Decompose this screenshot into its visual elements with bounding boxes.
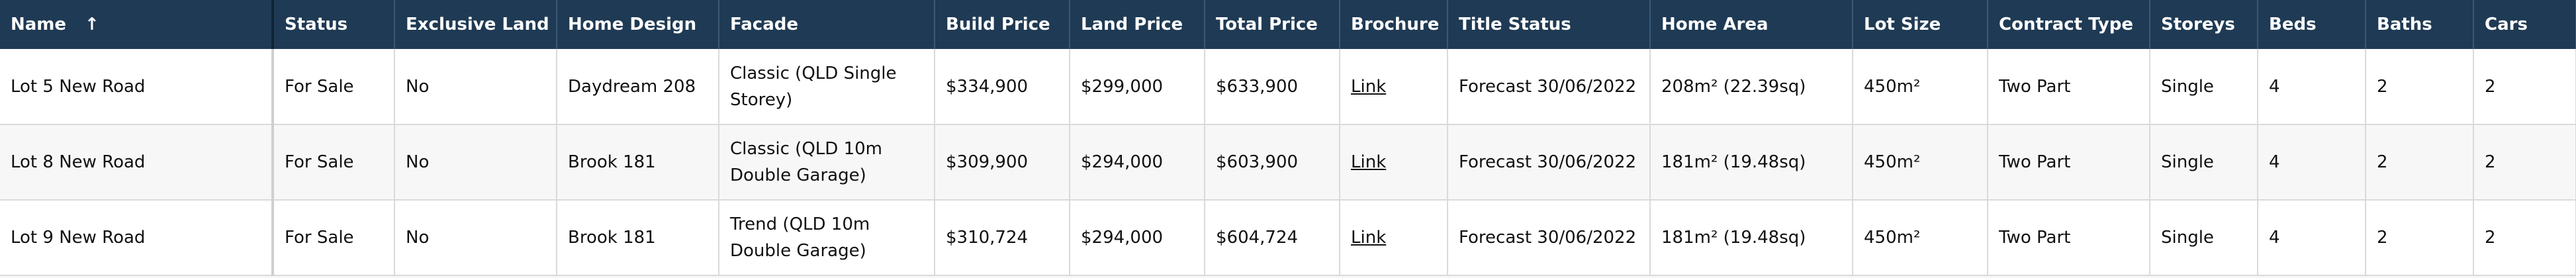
column-header-label: Name bbox=[11, 15, 67, 34]
column-header-contract-type[interactable]: Contract Type bbox=[1988, 0, 2150, 49]
cell-lot-size: 450m² bbox=[1853, 49, 1988, 125]
cell-baths: 2 bbox=[2366, 200, 2474, 276]
cell-home-design: Brook 181 bbox=[557, 124, 719, 201]
column-header-brochure[interactable]: Brochure bbox=[1340, 0, 1448, 49]
cell-total-price: $604,724 bbox=[1205, 200, 1340, 276]
cell-facade: Trend (QLD 10m Double Garage) bbox=[719, 200, 935, 276]
cell-beds: 4 bbox=[2258, 200, 2366, 276]
cell-home-area: 208m² (22.39sq) bbox=[1650, 49, 1853, 125]
brochure-link[interactable]: Link bbox=[1351, 152, 1387, 172]
column-header-facade[interactable]: Facade bbox=[719, 0, 935, 49]
column-header-cars[interactable]: Cars bbox=[2473, 0, 2576, 49]
cell-baths: 2 bbox=[2366, 49, 2474, 125]
cell-total-price: $603,900 bbox=[1205, 124, 1340, 201]
cell-title-status: Forecast 30/06/2022 bbox=[1448, 49, 1651, 125]
cell-lot-size: 450m² bbox=[1853, 124, 1988, 201]
cell-title-status: Forecast 30/06/2022 bbox=[1448, 124, 1651, 201]
column-header-name[interactable]: Name ↑ bbox=[0, 0, 274, 49]
cell-storeys: Single bbox=[2150, 124, 2258, 201]
cell-brochure: Link bbox=[1340, 200, 1448, 276]
cell-home-design: Daydream 208 bbox=[557, 49, 719, 125]
cell-brochure: Link bbox=[1340, 49, 1448, 125]
cell-land-price: $294,000 bbox=[1070, 124, 1205, 201]
cell-exclusive-land: No bbox=[394, 200, 557, 276]
cell-lot-size: 450m² bbox=[1853, 200, 1988, 276]
cell-land-price: $299,000 bbox=[1070, 49, 1205, 125]
cell-title-status: Forecast 30/06/2022 bbox=[1448, 200, 1651, 276]
cell-status: For Sale bbox=[273, 124, 395, 201]
cell-home-design: Brook 181 bbox=[557, 200, 719, 276]
cell-name: Lot 5 New Road bbox=[0, 49, 274, 125]
table-row: Lot 8 New Road For Sale No Brook 181 Cla… bbox=[0, 124, 2576, 201]
brochure-link[interactable]: Link bbox=[1351, 228, 1387, 248]
column-header-build-price[interactable]: Build Price bbox=[935, 0, 1070, 49]
cell-cars: 2 bbox=[2473, 124, 2576, 201]
cell-storeys: Single bbox=[2150, 200, 2258, 276]
cell-build-price: $310,724 bbox=[935, 200, 1070, 276]
table-row: Lot 5 New Road For Sale No Daydream 208 … bbox=[0, 49, 2576, 125]
cell-build-price: $309,900 bbox=[935, 124, 1070, 201]
cell-name: Lot 8 New Road bbox=[0, 124, 274, 201]
column-header-baths[interactable]: Baths bbox=[2366, 0, 2474, 49]
header-row: Name ↑ Status Exclusive Land Home Design … bbox=[0, 0, 2576, 49]
cell-exclusive-land: No bbox=[394, 124, 557, 201]
cell-contract-type: Two Part bbox=[1988, 124, 2150, 201]
cell-facade: Classic (QLD 10m Double Garage) bbox=[719, 124, 935, 201]
cell-storeys: Single bbox=[2150, 49, 2258, 125]
cell-total-price: $633,900 bbox=[1205, 49, 1340, 125]
cell-home-area: 181m² (19.48sq) bbox=[1650, 124, 1853, 201]
column-header-total-price[interactable]: Total Price bbox=[1205, 0, 1340, 49]
cell-facade: Classic (QLD Single Storey) bbox=[719, 49, 935, 125]
cell-contract-type: Two Part bbox=[1988, 200, 2150, 276]
cell-build-price: $334,900 bbox=[935, 49, 1070, 125]
cell-status: For Sale bbox=[273, 49, 395, 125]
cell-home-area: 181m² (19.48sq) bbox=[1650, 200, 1853, 276]
column-header-beds[interactable]: Beds bbox=[2258, 0, 2366, 49]
cell-beds: 4 bbox=[2258, 49, 2366, 125]
column-header-home-area[interactable]: Home Area bbox=[1650, 0, 1853, 49]
cell-brochure: Link bbox=[1340, 124, 1448, 201]
column-header-status[interactable]: Status bbox=[273, 0, 395, 49]
brochure-link[interactable]: Link bbox=[1351, 76, 1387, 97]
cell-name: Lot 9 New Road bbox=[0, 200, 274, 276]
cell-contract-type: Two Part bbox=[1988, 49, 2150, 125]
cell-cars: 2 bbox=[2473, 49, 2576, 125]
cell-beds: 4 bbox=[2258, 124, 2366, 201]
cell-exclusive-land: No bbox=[394, 49, 557, 125]
sort-ascending-icon[interactable]: ↑ bbox=[85, 15, 99, 34]
column-header-storeys[interactable]: Storeys bbox=[2150, 0, 2258, 49]
cell-cars: 2 bbox=[2473, 200, 2576, 276]
column-header-home-design[interactable]: Home Design bbox=[557, 0, 719, 49]
cell-baths: 2 bbox=[2366, 124, 2474, 201]
table-row: Lot 9 New Road For Sale No Brook 181 Tre… bbox=[0, 200, 2576, 276]
column-header-land-price[interactable]: Land Price bbox=[1070, 0, 1205, 49]
cell-land-price: $294,000 bbox=[1070, 200, 1205, 276]
column-header-exclusive-land[interactable]: Exclusive Land bbox=[394, 0, 557, 49]
cell-status: For Sale bbox=[273, 200, 395, 276]
column-header-lot-size[interactable]: Lot Size bbox=[1853, 0, 1988, 49]
column-header-title-status[interactable]: Title Status bbox=[1448, 0, 1651, 49]
